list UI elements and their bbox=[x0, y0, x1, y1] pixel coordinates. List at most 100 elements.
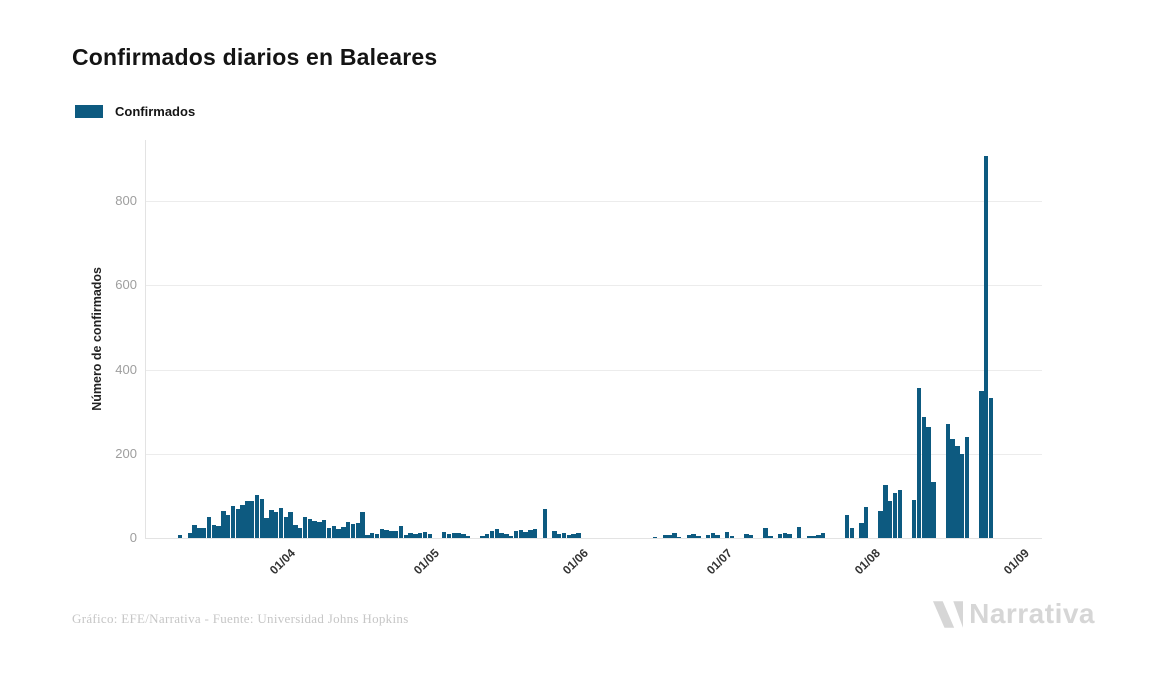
bar[interactable] bbox=[777, 534, 783, 538]
bar[interactable] bbox=[355, 523, 360, 538]
bar[interactable] bbox=[192, 525, 197, 538]
bar[interactable] bbox=[202, 527, 207, 538]
bar[interactable] bbox=[456, 532, 461, 538]
bar[interactable] bbox=[389, 530, 394, 538]
bar[interactable] bbox=[317, 522, 322, 538]
bar[interactable] bbox=[274, 512, 279, 538]
bar[interactable] bbox=[859, 522, 864, 538]
bar[interactable] bbox=[676, 536, 682, 538]
bar[interactable] bbox=[763, 527, 768, 538]
bar[interactable] bbox=[566, 534, 572, 538]
bar[interactable] bbox=[417, 532, 423, 538]
bar[interactable] bbox=[326, 528, 332, 538]
bar[interactable] bbox=[988, 397, 994, 538]
bar[interactable] bbox=[494, 529, 500, 538]
bar[interactable] bbox=[912, 499, 917, 538]
bar[interactable] bbox=[883, 485, 888, 538]
bar[interactable] bbox=[221, 511, 226, 538]
bar[interactable] bbox=[360, 512, 365, 538]
bar[interactable] bbox=[916, 388, 922, 538]
bar[interactable] bbox=[691, 533, 696, 538]
bar[interactable] bbox=[768, 535, 773, 538]
bar[interactable] bbox=[710, 533, 715, 538]
bar[interactable] bbox=[302, 516, 308, 538]
bar[interactable] bbox=[216, 526, 221, 538]
bar[interactable] bbox=[235, 508, 241, 538]
bar[interactable] bbox=[576, 532, 581, 538]
bar[interactable] bbox=[796, 527, 802, 538]
bar[interactable] bbox=[211, 524, 217, 538]
bar[interactable] bbox=[321, 519, 327, 538]
bar[interactable] bbox=[571, 533, 576, 538]
bar[interactable] bbox=[557, 534, 562, 538]
bar[interactable] bbox=[672, 532, 677, 538]
bar[interactable] bbox=[811, 535, 816, 538]
bar[interactable] bbox=[892, 492, 898, 538]
bar[interactable] bbox=[374, 534, 380, 538]
bar[interactable] bbox=[820, 532, 826, 538]
bar[interactable] bbox=[245, 501, 250, 538]
bar[interactable] bbox=[369, 532, 375, 538]
bar[interactable] bbox=[667, 534, 672, 538]
bar[interactable] bbox=[696, 535, 701, 538]
bar[interactable] bbox=[427, 534, 432, 538]
bar[interactable] bbox=[950, 439, 955, 538]
bar[interactable] bbox=[878, 510, 883, 538]
bar[interactable] bbox=[288, 512, 293, 538]
bar[interactable] bbox=[504, 534, 509, 538]
bar[interactable] bbox=[960, 453, 965, 538]
bar[interactable] bbox=[446, 534, 452, 538]
bar[interactable] bbox=[365, 535, 370, 538]
bar[interactable] bbox=[264, 518, 269, 538]
bar[interactable] bbox=[499, 532, 504, 538]
bar[interactable] bbox=[393, 530, 399, 538]
bar[interactable] bbox=[341, 527, 346, 538]
legend-item-confirmados[interactable]: Confirmados bbox=[75, 104, 195, 119]
bar[interactable] bbox=[542, 508, 548, 538]
bar[interactable] bbox=[964, 436, 970, 538]
bar[interactable] bbox=[461, 534, 466, 538]
bar[interactable] bbox=[533, 529, 538, 538]
bar[interactable] bbox=[816, 535, 821, 538]
bar[interactable] bbox=[787, 533, 792, 538]
bar[interactable] bbox=[489, 531, 495, 538]
bar[interactable] bbox=[485, 534, 490, 538]
bar[interactable] bbox=[187, 532, 193, 538]
bar[interactable] bbox=[398, 526, 404, 538]
bar[interactable] bbox=[197, 527, 202, 538]
bar[interactable] bbox=[715, 534, 720, 538]
bar[interactable] bbox=[283, 516, 288, 538]
bar[interactable] bbox=[345, 522, 351, 538]
bar[interactable] bbox=[945, 424, 951, 538]
bar[interactable] bbox=[955, 446, 960, 538]
bar[interactable] bbox=[921, 417, 927, 538]
bar[interactable] bbox=[480, 536, 485, 538]
bar[interactable] bbox=[686, 535, 691, 538]
bar[interactable] bbox=[931, 482, 936, 538]
bar[interactable] bbox=[240, 504, 245, 538]
bar[interactable] bbox=[422, 532, 428, 538]
bar[interactable] bbox=[178, 534, 183, 538]
bar[interactable] bbox=[307, 519, 312, 538]
bar[interactable] bbox=[312, 520, 317, 538]
bar[interactable] bbox=[269, 509, 274, 538]
bar[interactable] bbox=[926, 427, 931, 538]
bar[interactable] bbox=[523, 532, 528, 538]
bar[interactable] bbox=[509, 536, 514, 538]
bar[interactable] bbox=[379, 529, 384, 538]
bar[interactable] bbox=[561, 532, 567, 538]
bar[interactable] bbox=[729, 535, 735, 538]
bar[interactable] bbox=[403, 535, 408, 538]
bar[interactable] bbox=[705, 534, 711, 538]
bar[interactable] bbox=[408, 533, 413, 538]
bar[interactable] bbox=[206, 517, 212, 538]
bar[interactable] bbox=[513, 531, 519, 538]
bar[interactable] bbox=[413, 534, 418, 538]
bar[interactable] bbox=[293, 524, 298, 538]
bar[interactable] bbox=[250, 500, 255, 538]
bar[interactable] bbox=[984, 155, 989, 538]
bar[interactable] bbox=[297, 528, 303, 538]
bar[interactable] bbox=[278, 508, 284, 538]
bar[interactable] bbox=[552, 531, 557, 538]
bar[interactable] bbox=[744, 534, 749, 538]
